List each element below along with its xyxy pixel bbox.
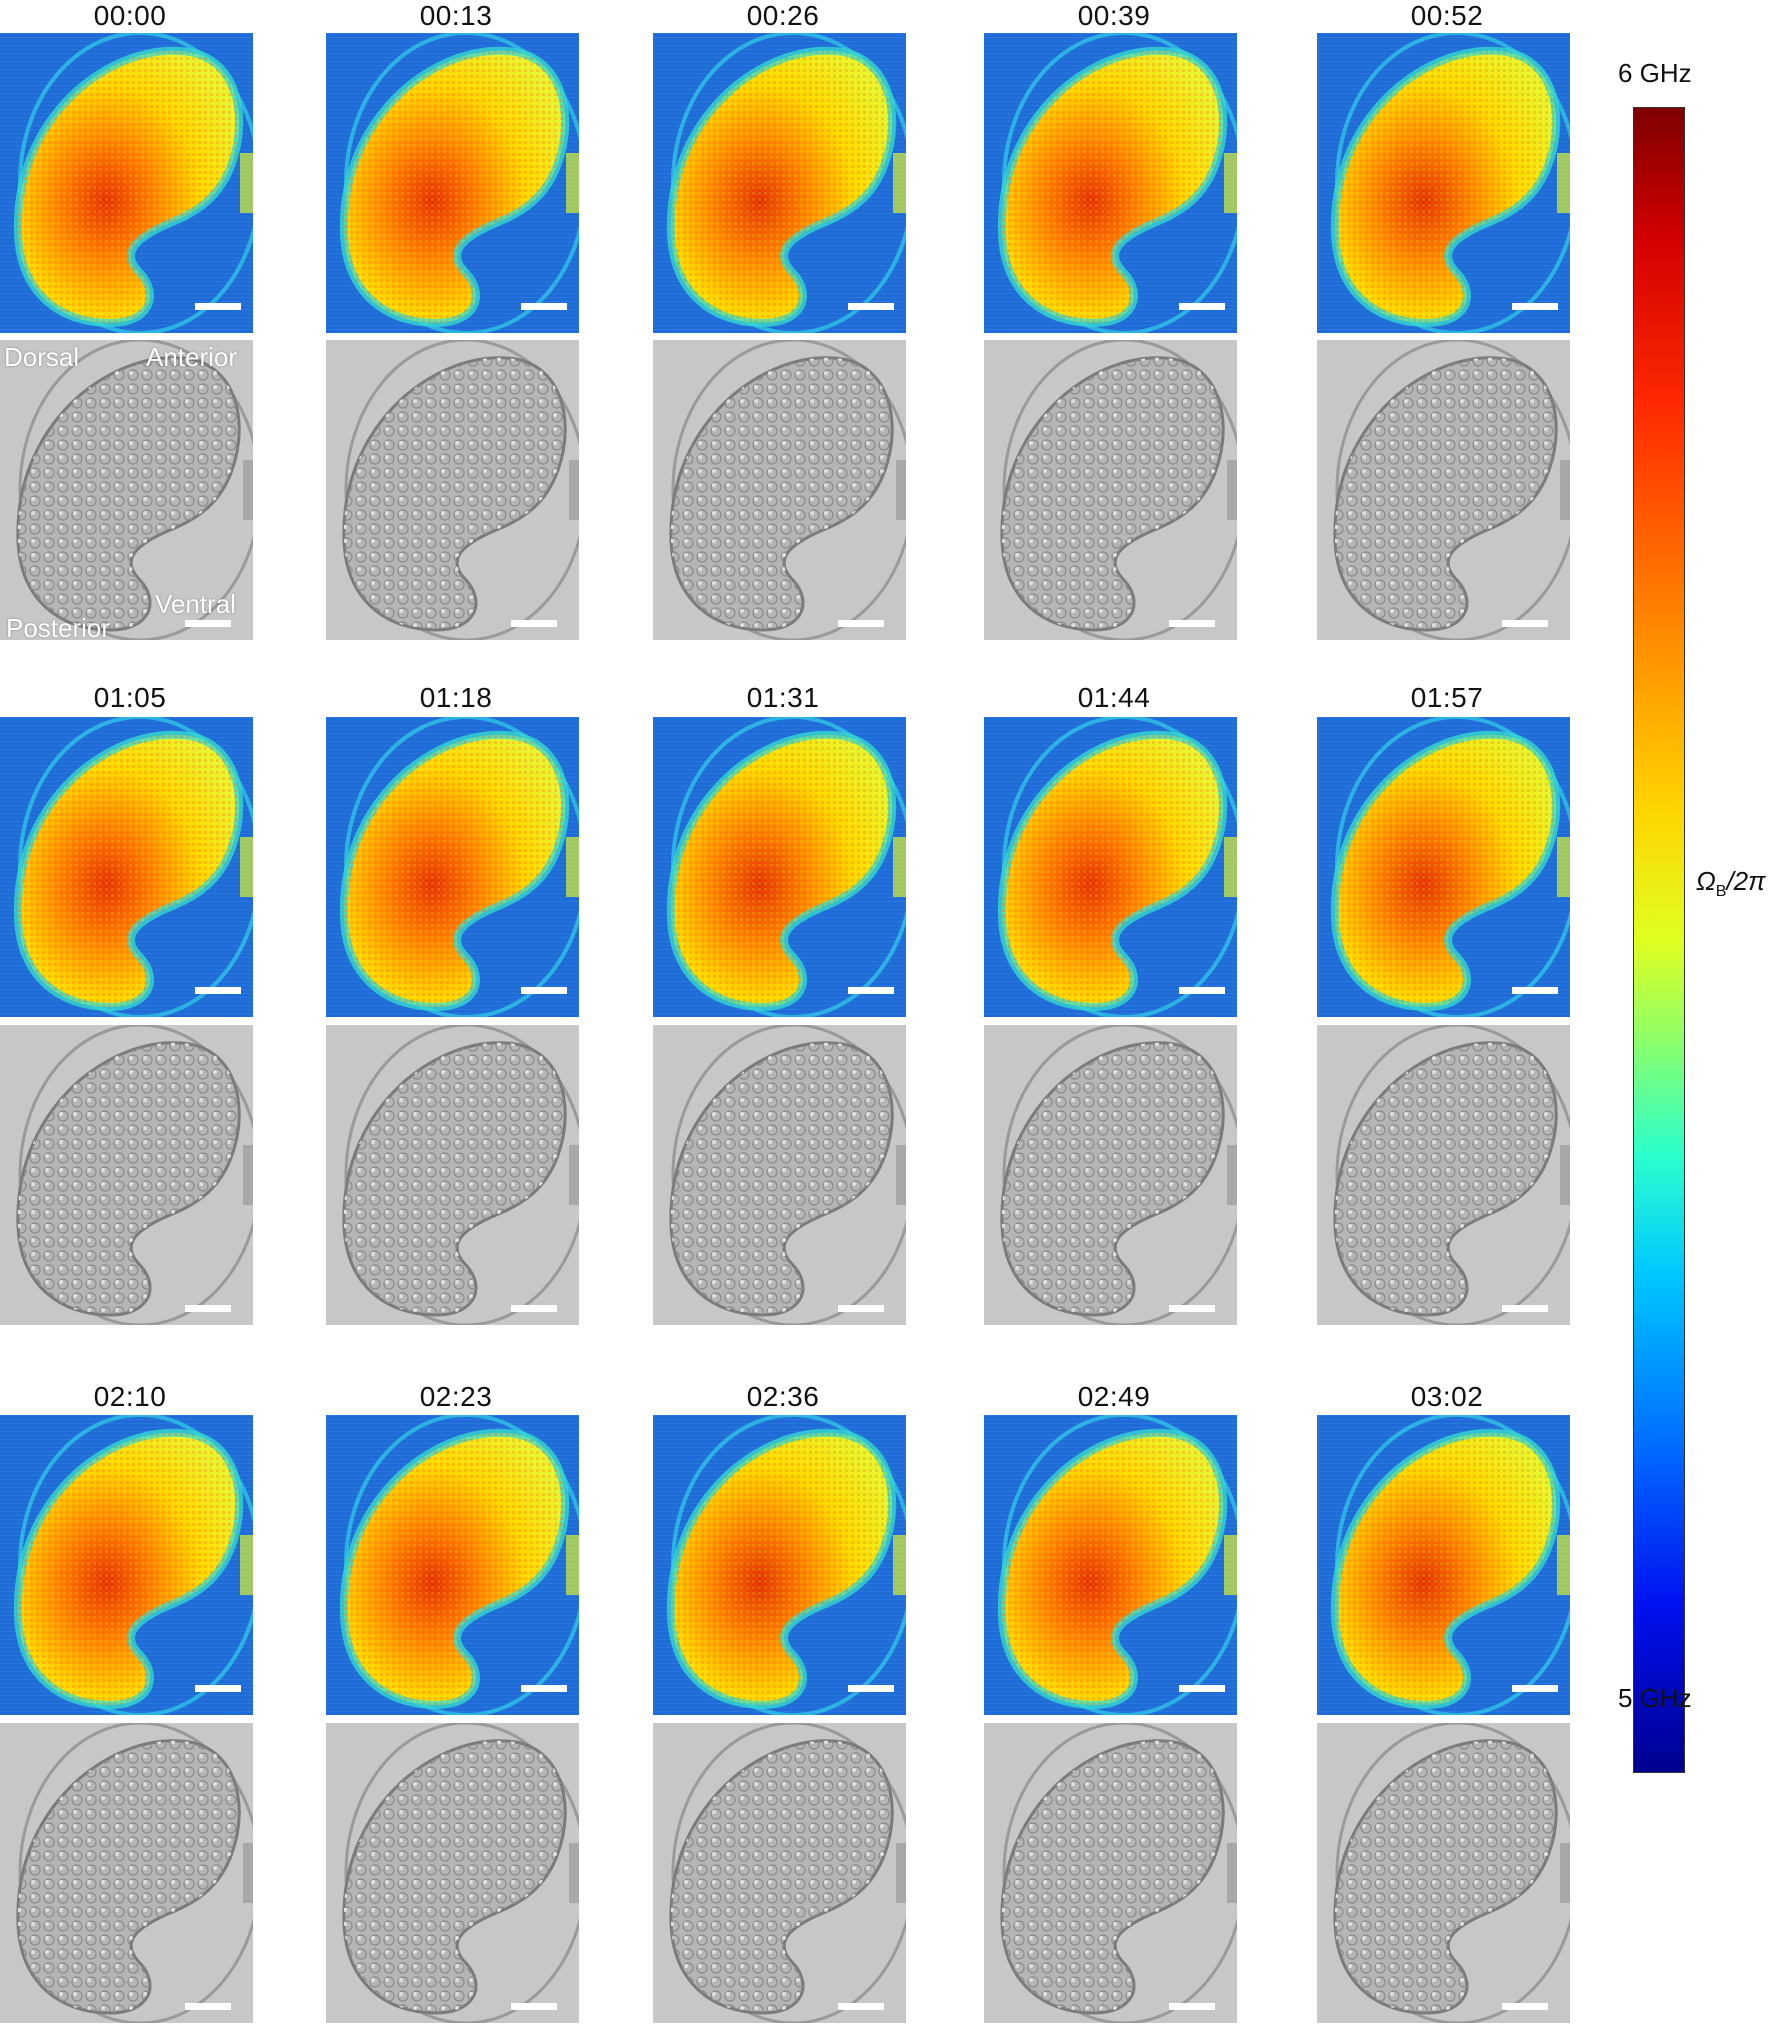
dic-image-panel <box>0 340 253 640</box>
orientation-label-posterior: Posterior <box>6 613 111 643</box>
time-label: 00:52 <box>1410 0 1484 31</box>
dic-image-panel <box>1317 1025 1570 1325</box>
scale-bar <box>195 303 241 310</box>
time-label: 00:26 <box>746 0 820 31</box>
orientation-label-anterior: Anterior <box>146 342 238 372</box>
time-label: 00:00 <box>93 0 167 31</box>
scale-bar <box>1502 1305 1548 1312</box>
dic-image-panel <box>984 1025 1237 1325</box>
brillouin-map-panel <box>653 1415 906 1715</box>
scale-bar <box>848 303 894 310</box>
dic-image-panel <box>0 1723 253 2023</box>
scale-bar <box>511 1305 557 1312</box>
scale-bar <box>1179 1685 1225 1692</box>
scale-bar <box>848 987 894 994</box>
brillouin-map-panel <box>653 717 906 1017</box>
scale-bar <box>1502 2003 1548 2010</box>
dic-image-panel <box>653 1723 906 2023</box>
scale-bar <box>185 620 231 627</box>
dic-image-panel <box>326 1723 579 2023</box>
scale-bar <box>1512 303 1558 310</box>
scale-bar <box>1512 1685 1558 1692</box>
scale-bar <box>1169 2003 1215 2010</box>
scale-bar <box>838 1305 884 1312</box>
brillouin-map-panel <box>984 33 1237 333</box>
scale-bar <box>185 1305 231 1312</box>
scale-bar <box>1179 987 1225 994</box>
brillouin-map-panel <box>984 1415 1237 1715</box>
time-label: 02:10 <box>93 1381 167 1412</box>
brillouin-map-panel <box>1317 33 1570 333</box>
time-label: 01:57 <box>1410 682 1484 713</box>
scale-bar <box>848 1685 894 1692</box>
colorbar-min-label: 5 GHz <box>1618 1683 1692 1713</box>
scale-bar <box>521 303 567 310</box>
dic-image-panel <box>653 340 906 640</box>
dic-image-panel <box>1317 1723 1570 2023</box>
dic-image-panel <box>984 1723 1237 2023</box>
brillouin-map-panel <box>326 1415 579 1715</box>
scale-bar <box>511 2003 557 2010</box>
time-label: 02:49 <box>1077 1381 1151 1412</box>
brillouin-map-panel <box>653 33 906 333</box>
time-label: 03:02 <box>1410 1381 1484 1412</box>
scale-bar <box>1179 303 1225 310</box>
dic-image-panel <box>326 1025 579 1325</box>
brillouin-map-panel <box>1317 1415 1570 1715</box>
colorbar <box>1633 107 1685 1773</box>
orientation-label-ventral: Ventral <box>155 589 236 619</box>
dic-image-panel <box>984 340 1237 640</box>
dic-image-panel <box>653 1025 906 1325</box>
orientation-label-dorsal: Dorsal <box>4 342 80 372</box>
dic-image-panel <box>326 340 579 640</box>
scale-bar <box>521 1685 567 1692</box>
time-label: 01:44 <box>1077 682 1151 713</box>
scale-bar <box>838 620 884 627</box>
scale-bar <box>195 1685 241 1692</box>
time-label: 01:18 <box>419 682 493 713</box>
time-label: 00:39 <box>1077 0 1151 31</box>
scale-bar <box>511 620 557 627</box>
scale-bar <box>1512 987 1558 994</box>
scale-bar <box>1169 1305 1215 1312</box>
time-label: 02:36 <box>746 1381 820 1412</box>
scale-bar <box>185 2003 231 2010</box>
brillouin-map-panel <box>1317 717 1570 1017</box>
scale-bar <box>195 987 241 994</box>
brillouin-map-panel <box>326 717 579 1017</box>
dic-image-panel <box>0 1025 253 1325</box>
time-label: 00:13 <box>419 0 493 31</box>
time-label: 01:31 <box>746 682 820 713</box>
time-label: 01:05 <box>93 682 167 713</box>
brillouin-map-panel <box>0 33 253 333</box>
time-label: 02:23 <box>419 1381 493 1412</box>
scale-bar <box>838 2003 884 2010</box>
scale-bar <box>521 987 567 994</box>
brillouin-map-panel <box>326 33 579 333</box>
brillouin-map-panel <box>0 1415 253 1715</box>
scale-bar <box>1502 620 1548 627</box>
brillouin-map-panel <box>0 717 253 1017</box>
brillouin-map-panel <box>984 717 1237 1017</box>
scale-bar <box>1169 620 1215 627</box>
colorbar-axis-label: ΩB/2π <box>1696 866 1766 901</box>
colorbar-max-label: 6 GHz <box>1618 58 1692 88</box>
dic-image-panel <box>1317 340 1570 640</box>
